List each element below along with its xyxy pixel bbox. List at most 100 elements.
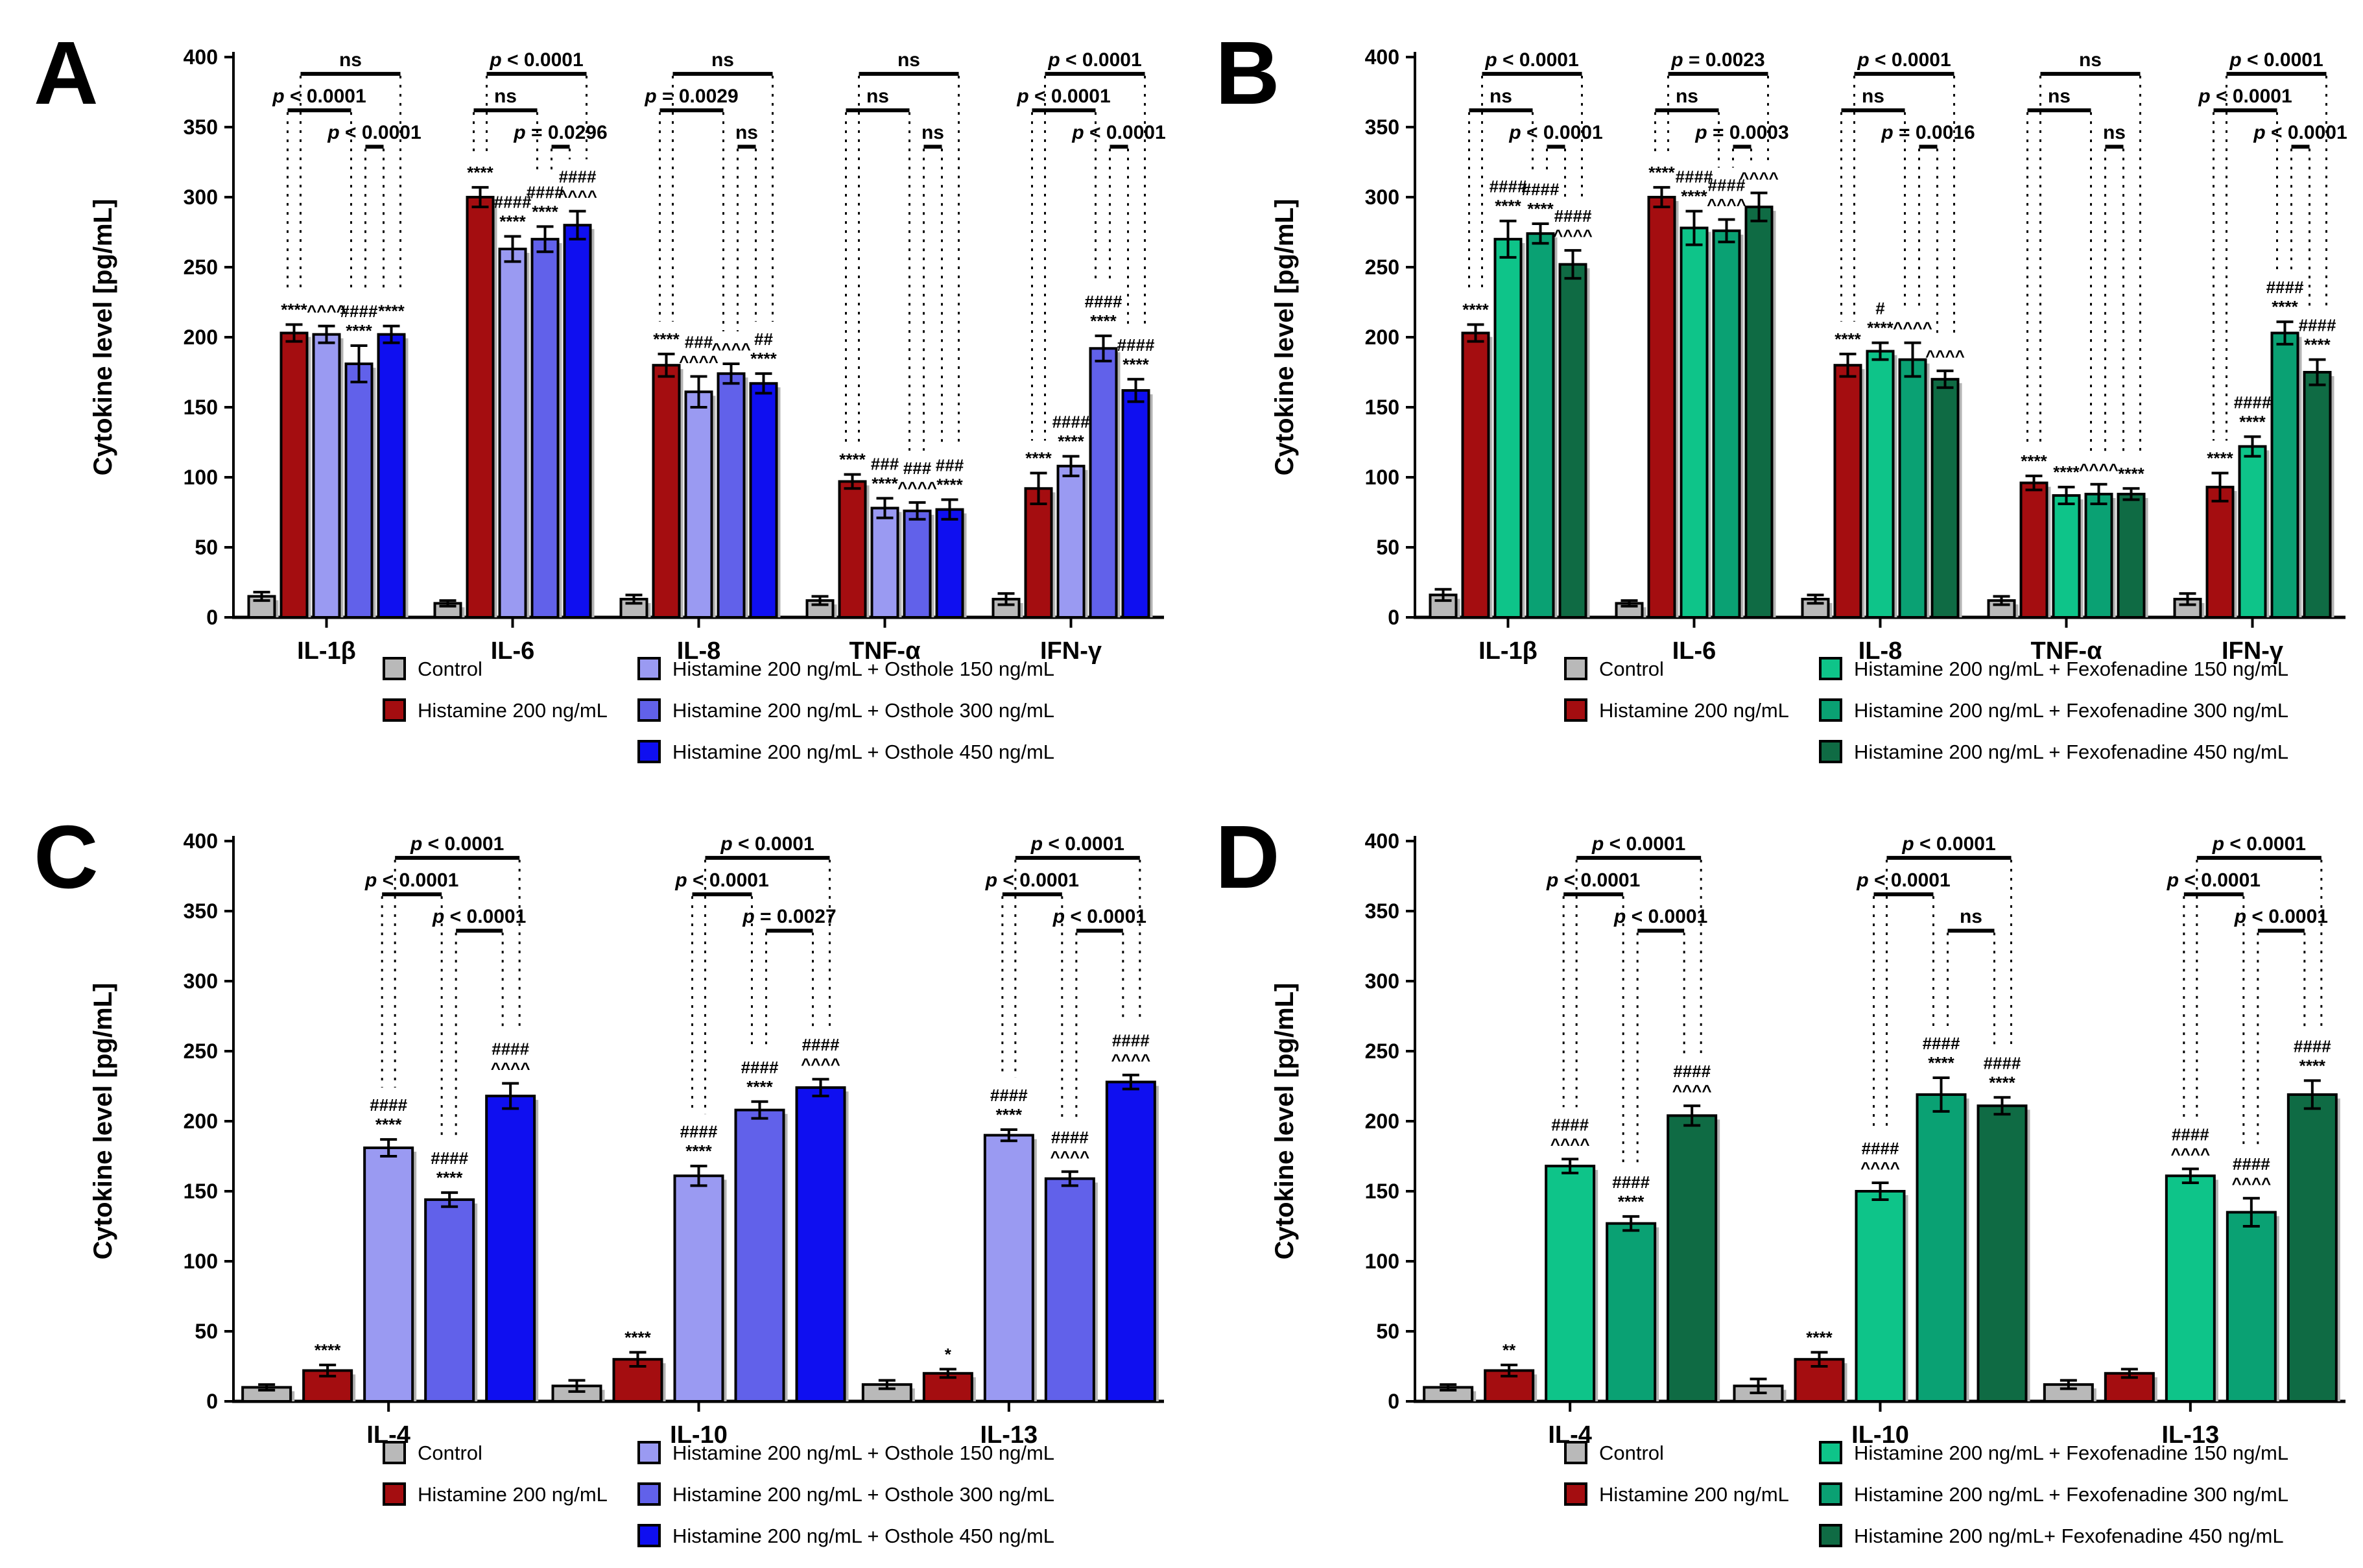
legend-swatch: [637, 698, 661, 722]
bar: [983, 1134, 1034, 1403]
significance-annotation: ****: [467, 163, 493, 182]
significance-annotation: ##: [754, 329, 773, 349]
significance-annotation: ****: [315, 1340, 341, 1360]
bar: [377, 333, 406, 619]
legend-label: Histamine 200 ng/mL + Fexofenadine 300 n…: [1854, 1483, 2288, 1506]
bracket-p-label: p < 0.0001: [1613, 906, 1707, 927]
significance-annotation: ****: [685, 1141, 712, 1161]
bar: [992, 597, 1021, 619]
legend-label: Histamine 200 ng/mL + Osthole 150 ng/mL: [672, 1442, 1054, 1464]
legend-item: Histamine 200 ng/mL + Fexofenadine 150 n…: [1819, 657, 2288, 680]
significance-annotation: ^^^^: [1050, 1147, 1089, 1167]
bar: [466, 196, 495, 619]
bar: [2226, 1211, 2277, 1403]
legend-swatch: [637, 1524, 661, 1547]
legend-swatch: [1819, 1441, 1842, 1464]
significance-annotation: ****: [375, 1115, 402, 1134]
significance-annotation: ^^^^: [307, 302, 346, 321]
category-label: IL-1β: [1478, 637, 1538, 665]
significance-annotation: ^^^^: [2231, 1174, 2271, 1193]
bracket-p-label: ns: [735, 122, 758, 143]
bracket-p-label: p = 0.0003: [1694, 122, 1788, 143]
y-tick-label: 400: [1365, 829, 1399, 853]
legend-swatch: [637, 1482, 661, 1506]
significance-annotation: ^^^^: [711, 339, 751, 359]
y-tick-label: 50: [1376, 536, 1399, 559]
significance-annotation: ^^^^: [1672, 1081, 1712, 1100]
y-tick-label: 150: [184, 396, 218, 419]
legend-label: Histamine 200 ng/mL: [418, 1483, 608, 1506]
bracket-p-label: p < 0.0001: [489, 49, 583, 71]
y-tick-label: 250: [184, 1039, 218, 1063]
significance-annotation: ****: [1025, 449, 1052, 468]
legend-swatch: [1564, 657, 1587, 680]
bar: [1121, 389, 1150, 619]
bar: [2205, 486, 2235, 619]
significance-annotation: ####: [1551, 1115, 1589, 1134]
y-tick-label: 350: [1365, 899, 1399, 923]
significance-annotation: ####: [431, 1148, 468, 1168]
legend-label: Histamine 200 ng/mL + Osthole 300 ng/mL: [672, 1483, 1054, 1506]
bar: [2286, 1093, 2338, 1403]
y-tick-label: 400: [184, 829, 218, 853]
legend-label: Histamine 200 ng/mL + Osthole 450 ng/mL: [672, 741, 1054, 763]
significance-annotation: ####: [1522, 180, 1560, 199]
bar: [1930, 377, 1960, 619]
significance-annotation: ####: [1923, 1034, 1960, 1053]
significance-annotation: ****: [1867, 318, 1894, 338]
significance-annotation: ####: [2299, 316, 2336, 335]
significance-annotation: ####: [1673, 1062, 1711, 1081]
bracket-p-label: ns: [1960, 906, 1982, 927]
bracket-p-label: ns: [1676, 86, 1698, 107]
bar: [2303, 371, 2332, 619]
bracket-p-label: p < 0.0001: [1591, 833, 1685, 855]
significance-annotation: ^^^^: [1553, 226, 1593, 245]
legend-label: Histamine 200 ng/mL + Osthole 450 ng/mL: [672, 1525, 1054, 1547]
legend-item: Histamine 200 ng/mL + Fexofenadine 300 n…: [1819, 1482, 2288, 1506]
y-tick-label: 300: [184, 185, 218, 209]
bar: [1024, 487, 1053, 619]
significance-annotation: ****: [1835, 329, 1861, 349]
legend-item: Histamine 200 ng/mL: [1564, 1482, 1789, 1506]
bar: [1461, 331, 1490, 619]
bar: [935, 508, 964, 619]
significance-annotation: ###: [903, 458, 932, 478]
category-label: IL-10: [1851, 1421, 1909, 1449]
significance-annotation: ####: [1676, 167, 1713, 187]
legend-swatch: [1564, 1482, 1587, 1506]
significance-annotation: ^^^^: [897, 478, 937, 497]
significance-annotation: ####: [527, 182, 564, 202]
significance-annotation: ####: [340, 302, 378, 321]
panel-letter: B: [1215, 23, 1280, 123]
category-label: IL-10: [670, 1421, 728, 1449]
y-tick-label: 150: [1365, 396, 1399, 419]
significance-annotation: ^^^^: [1707, 195, 1746, 215]
bracket-p-label: p < 0.0001: [1508, 122, 1602, 143]
significance-annotation: ****: [2021, 451, 2047, 471]
bar: [2238, 445, 2267, 619]
legend-item: Histamine 200 ng/mL + Fexofenadine 150 n…: [1819, 1441, 2288, 1464]
bar: [363, 1146, 414, 1403]
bracket-p-label: p < 0.0001: [2212, 833, 2306, 855]
significance-annotation: ****: [2207, 449, 2233, 468]
bar: [870, 506, 899, 619]
bar: [1667, 1114, 1718, 1403]
panel-d-chart: D 0 50 100 150 200 250 300 350 400 Cytokine level …: [1215, 807, 2345, 1547]
legend-swatch: [1564, 698, 1587, 722]
significance-annotation: ^^^^: [1739, 169, 1779, 188]
legend-item: Histamine 200 ng/mL + Osthole 150 ng/mL: [637, 1441, 1054, 1464]
y-tick-label: 350: [184, 899, 218, 923]
bar: [1680, 226, 1709, 619]
significance-annotation: *: [945, 1344, 952, 1364]
category-label: IL-13: [2161, 1421, 2219, 1449]
legend-swatch: [1819, 698, 1842, 722]
bar: [1493, 237, 1523, 619]
bar: [734, 1108, 785, 1403]
category-label: IL-6: [491, 637, 535, 665]
significance-annotation: ####: [802, 1035, 840, 1054]
significance-annotation: ####: [1708, 176, 1746, 195]
y-axis-title: Cytokine level [pg/mL]: [1270, 199, 1299, 476]
significance-annotation: ****: [1090, 311, 1117, 331]
y-tick-label: 50: [195, 536, 218, 559]
bracket-p-label: ns: [2079, 49, 2102, 71]
